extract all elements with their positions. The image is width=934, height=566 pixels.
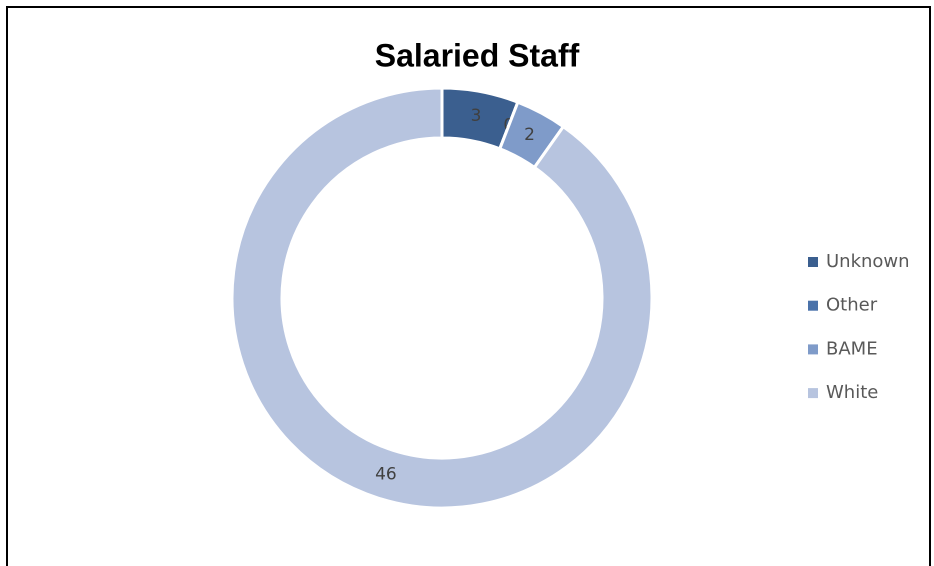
legend-label: BAME [826, 338, 878, 359]
legend-swatch [808, 388, 818, 399]
data-label: 46 [375, 464, 397, 484]
legend-swatch [808, 344, 818, 355]
chart-title: Salaried Staff [375, 37, 580, 73]
legend-swatch [808, 300, 818, 311]
legend-label: White [826, 382, 878, 403]
legend-label: Unknown [826, 251, 910, 272]
data-label: 2 [524, 125, 535, 145]
donut-slice [230, 86, 654, 510]
data-label: 3 [471, 106, 482, 126]
legend-swatch [808, 257, 818, 267]
legend-label: Other [826, 295, 878, 316]
